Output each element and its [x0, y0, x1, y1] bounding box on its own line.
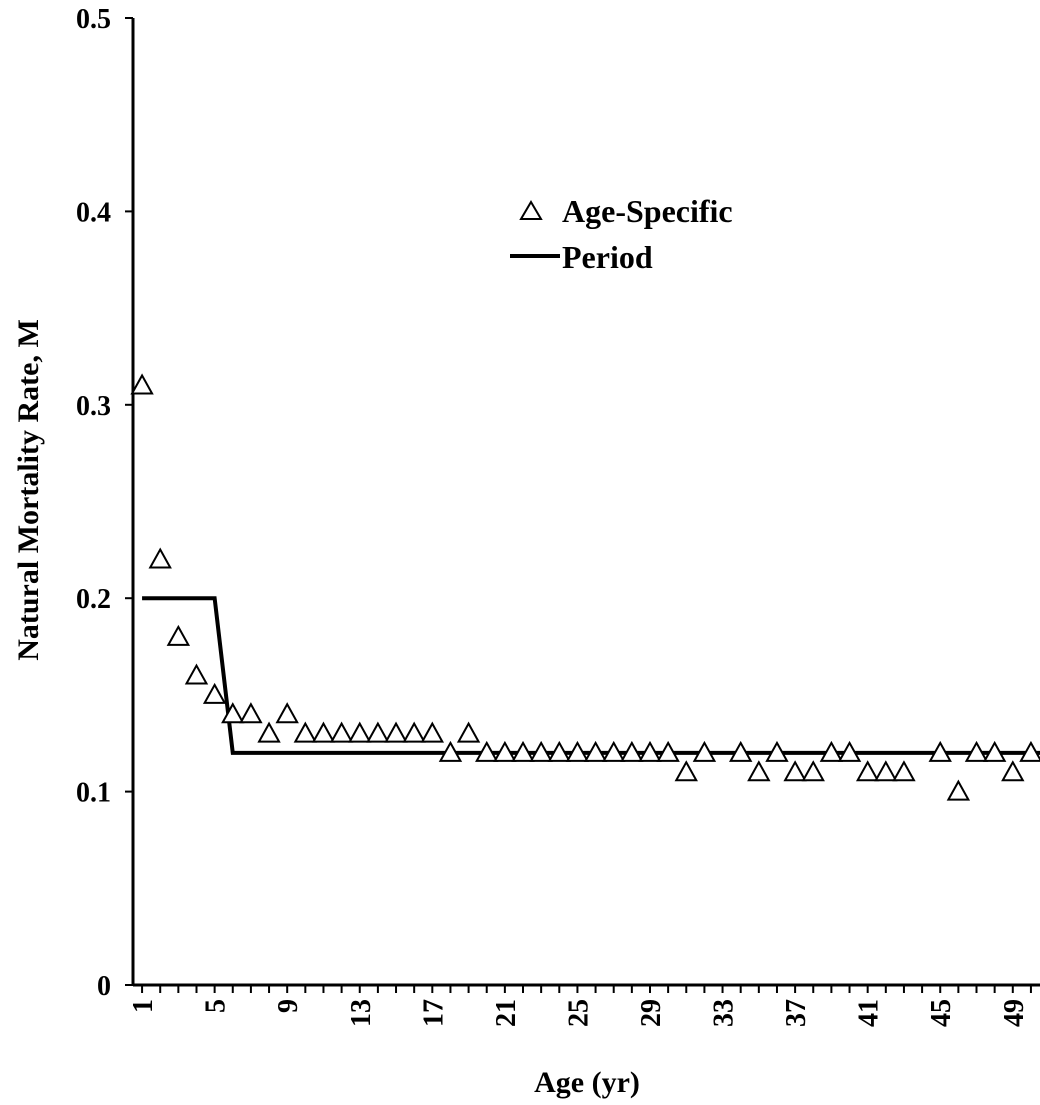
- data-point-age-specific: [674, 760, 698, 782]
- data-point-age-specific: [765, 740, 789, 762]
- data-point-age-specific: [547, 740, 571, 762]
- x-tick-label: 13: [346, 999, 377, 1027]
- data-point-age-specific: [928, 740, 952, 762]
- y-tick-label: 0: [97, 971, 111, 1002]
- y-tick-label: 0.4: [76, 197, 111, 228]
- data-point-age-specific: [692, 740, 717, 762]
- data-point-age-specific: [819, 740, 844, 762]
- data-point-age-specific: [493, 740, 517, 762]
- y-tick-label: 0.5: [76, 4, 111, 35]
- data-point-age-specific: [783, 760, 807, 782]
- data-point-age-specific: [511, 740, 535, 762]
- x-tick-label: 17: [418, 999, 449, 1027]
- data-point-age-specific: [293, 721, 318, 743]
- data-point-age-specific: [202, 682, 227, 704]
- legend-marker-age-specific: [519, 200, 543, 220]
- data-point-age-specific: [638, 740, 662, 762]
- legend: Age-Specific Period: [510, 193, 733, 275]
- data-point-age-specific: [475, 740, 499, 762]
- data-point-age-specific: [311, 721, 336, 743]
- x-tick-label: 9: [273, 999, 304, 1013]
- x-tick-label: 21: [491, 999, 522, 1027]
- data-point-age-specific: [329, 721, 354, 743]
- data-point-age-specific: [529, 740, 553, 762]
- data-point-age-specific: [221, 702, 245, 724]
- data-point-age-specific: [438, 740, 463, 762]
- data-point-age-specific: [456, 721, 481, 743]
- data-point-age-specific: [946, 779, 971, 801]
- data-point-age-specific: [656, 740, 680, 762]
- data-point-age-specific: [583, 740, 608, 762]
- data-point-age-specific: [384, 721, 408, 743]
- data-point-age-specific: [837, 740, 862, 762]
- data-point-age-specific: [747, 760, 771, 782]
- x-tick-label: 41: [854, 999, 885, 1027]
- x-axis-ticks: 1 5 9 13 17 21 25 29 33 37 41 45 49: [128, 985, 1032, 1027]
- data-point-age-specific: [982, 740, 1007, 762]
- x-tick-label: 1: [128, 999, 159, 1013]
- x-tick-label: 33: [709, 999, 740, 1027]
- series-layer: [130, 373, 1040, 801]
- x-tick-label: 45: [926, 999, 957, 1027]
- data-point-age-specific: [1001, 760, 1025, 782]
- data-point-age-specific: [420, 721, 445, 743]
- data-point-age-specific: [565, 740, 590, 762]
- y-tick-label: 0.1: [76, 778, 111, 809]
- data-point-age-specific: [964, 740, 989, 762]
- data-point-age-specific: [130, 373, 154, 395]
- data-point-age-specific: [402, 721, 426, 743]
- y-tick-label: 0.3: [76, 391, 111, 422]
- data-point-age-specific: [239, 702, 263, 724]
- data-point-age-specific: [892, 760, 916, 782]
- y-tick-label: 0.2: [76, 584, 111, 615]
- y-axis-ticks: 0 0.1 0.2 0.3 0.4 0.5: [76, 4, 133, 1002]
- data-point-age-specific: [257, 721, 281, 743]
- data-point-age-specific: [620, 740, 644, 762]
- data-point-age-specific: [602, 740, 626, 762]
- data-point-age-specific: [184, 663, 209, 685]
- data-point-age-specific: [166, 624, 191, 646]
- x-tick-label: 49: [999, 999, 1030, 1027]
- series-line-period: [142, 596, 1040, 755]
- data-point-age-specific: [348, 721, 372, 743]
- y-axis-title: Natural Mortality Rate, M: [12, 319, 45, 661]
- data-point-age-specific: [874, 760, 898, 782]
- legend-label-period: Period: [562, 239, 653, 275]
- data-point-age-specific: [366, 721, 390, 743]
- data-point-age-specific: [801, 760, 825, 782]
- x-tick-label: 25: [563, 999, 594, 1027]
- x-tick-label: 29: [636, 999, 667, 1027]
- data-point-age-specific: [728, 740, 753, 762]
- x-tick-label: 5: [201, 999, 232, 1013]
- x-axis-title: Age (yr): [534, 1066, 640, 1099]
- data-point-age-specific: [275, 702, 299, 724]
- data-point-age-specific: [148, 547, 172, 569]
- data-point-age-specific: [855, 760, 880, 782]
- x-tick-label: 37: [781, 999, 812, 1027]
- data-point-age-specific: [1019, 740, 1040, 762]
- legend-label-age-specific: Age-Specific: [562, 193, 733, 229]
